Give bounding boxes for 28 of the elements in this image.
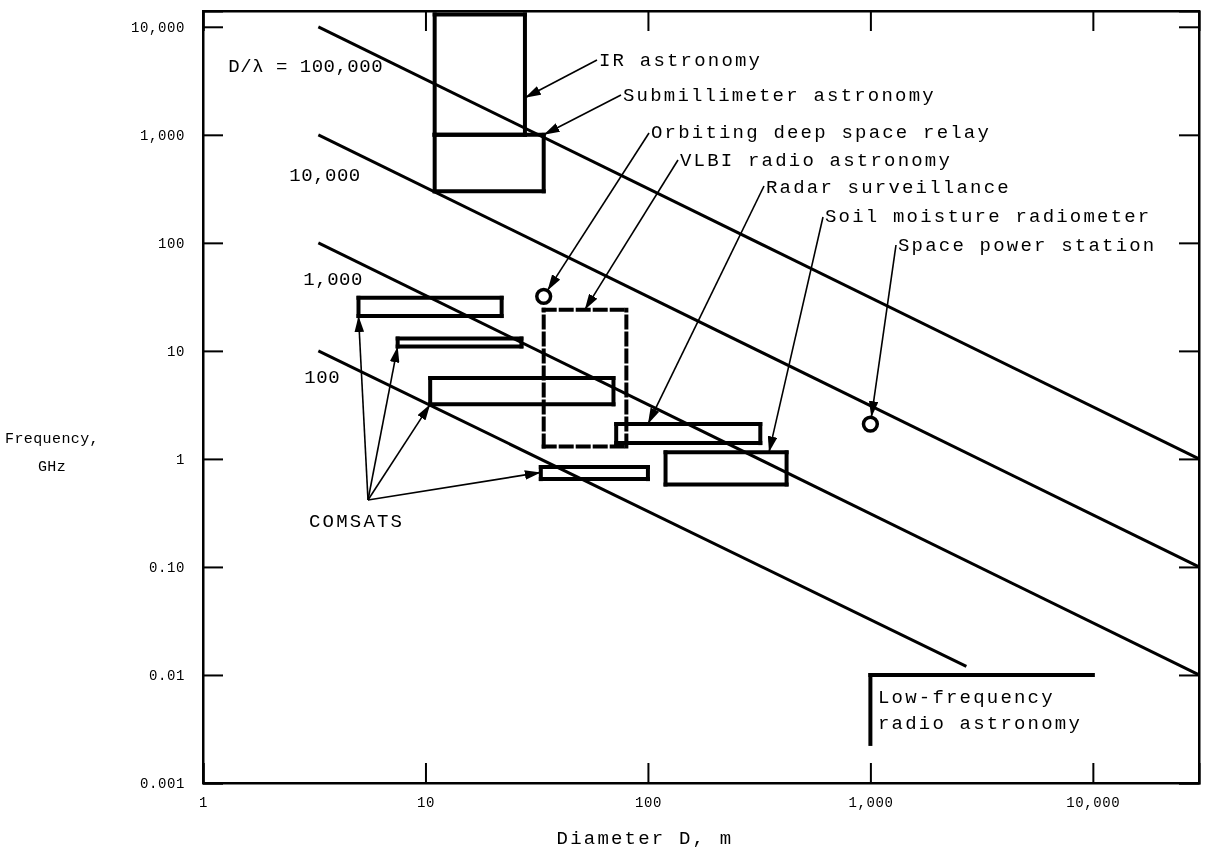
y-tick-label: 10,000 — [130, 19, 185, 36]
y-tick-label: 0.01 — [148, 667, 185, 684]
y-tick-label: 0.10 — [148, 559, 185, 576]
x-axis-title: Diameter D, m — [556, 828, 734, 849]
y-tick-label: 100 — [157, 235, 185, 252]
y-tick-label: 1 — [175, 451, 185, 468]
y-tick-label: 0.001 — [139, 775, 185, 792]
x-tick-label: 100 — [634, 794, 662, 811]
x-tick-label: 10 — [416, 794, 435, 811]
x-tick-label: 10,000 — [1066, 794, 1121, 811]
x-tick-label: 1,000 — [848, 794, 894, 811]
y-axis-title: Frequency, GHz — [4, 431, 100, 476]
y-tick-label: 10 — [166, 343, 185, 360]
annotation: Space power station — [898, 235, 1157, 257]
series-label: D/λ = 100,000 — [228, 55, 384, 78]
series-label: 100 — [304, 366, 341, 389]
y-tick-label: 1,000 — [139, 127, 185, 144]
annotation: Soil moisture radiometer — [825, 206, 1152, 228]
x-tick-label: 1 — [198, 794, 209, 811]
annotation: Submillimeter astronomy — [623, 85, 936, 107]
series-label: 1,000 — [303, 268, 363, 291]
annotation: Radar surveillance — [766, 177, 1011, 199]
annotation: COMSATS — [309, 511, 405, 533]
annotation: Low-frequency radio astronomy — [878, 687, 1083, 735]
annotation: IR astronomy — [599, 50, 763, 72]
annotation: Orbiting deep space relay — [651, 122, 992, 144]
series-label: 10,000 — [289, 164, 361, 187]
annotation: VLBI radio astronomy — [680, 150, 953, 172]
